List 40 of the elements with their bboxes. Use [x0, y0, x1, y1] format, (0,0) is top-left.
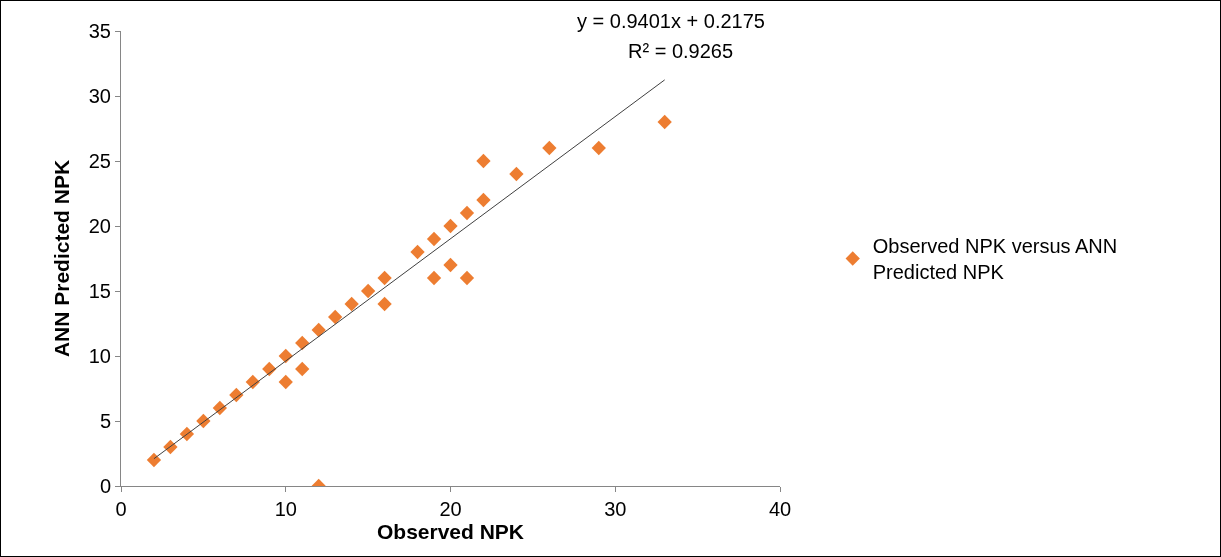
y-tick-label: 20	[88, 215, 111, 237]
point	[410, 244, 425, 260]
point	[278, 374, 293, 390]
point	[657, 114, 672, 130]
point	[443, 218, 458, 234]
point	[459, 205, 475, 221]
point	[426, 231, 442, 247]
x-tick-label: 0	[115, 498, 127, 520]
x-tick-label: 10	[274, 498, 297, 520]
x-tick-label: 20	[439, 498, 462, 520]
point	[459, 270, 475, 286]
point	[542, 140, 557, 156]
x-tick-label: 30	[604, 498, 627, 520]
annotation: y = 0.9401x + 0.2175	[577, 10, 765, 32]
y-tick-label: 35	[88, 20, 111, 42]
y-tick-label: 15	[88, 280, 111, 302]
y-axis-title: ANN Predicted NPK	[50, 159, 73, 358]
point	[476, 153, 491, 169]
x-axis-title: Observed NPK	[376, 520, 525, 543]
y-tick-label: 25	[88, 150, 111, 172]
x-tick-label: 40	[768, 498, 792, 520]
point	[443, 257, 458, 273]
point	[344, 296, 359, 312]
point	[377, 270, 392, 286]
legend-label: Observed NPK versus ANN Predicted NPK	[872, 235, 1118, 284]
point	[426, 270, 442, 286]
y-tick-label: 0	[99, 475, 111, 497]
y-tick-label: 5	[99, 410, 111, 432]
point	[377, 296, 392, 312]
y-tick-label: 10	[88, 345, 111, 367]
point	[146, 452, 162, 468]
point	[476, 192, 491, 208]
point	[311, 322, 326, 338]
annotation: R² = 0.9265	[628, 40, 734, 62]
point	[328, 309, 343, 325]
point	[360, 283, 376, 299]
point	[509, 166, 524, 182]
point	[591, 140, 606, 156]
y-tick-label: 30	[88, 85, 111, 107]
point	[295, 361, 310, 377]
